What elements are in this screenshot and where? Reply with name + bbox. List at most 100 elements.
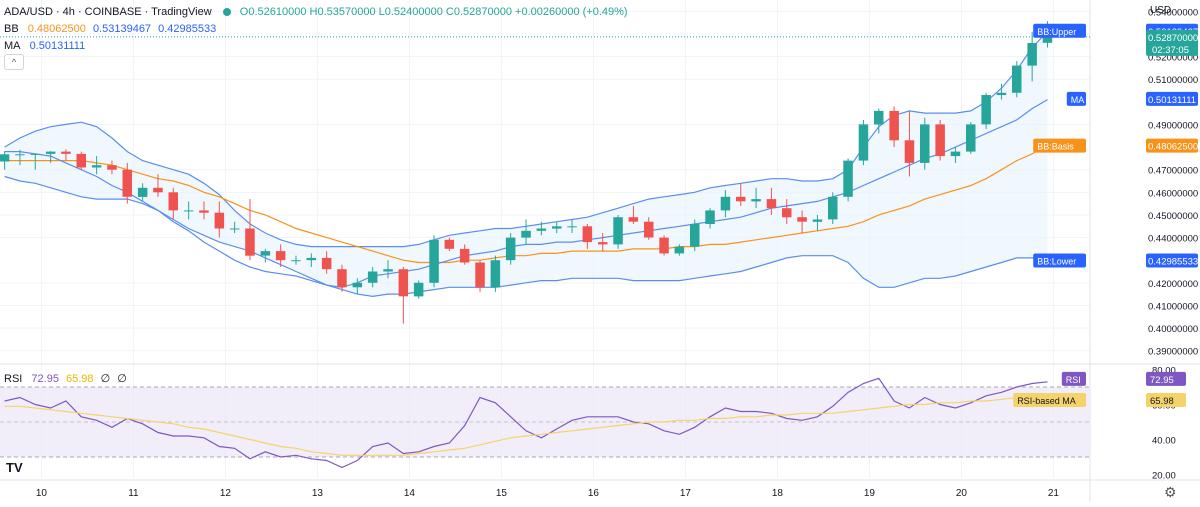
candle-body — [628, 217, 639, 222]
candle — [797, 210, 807, 234]
candle — [367, 266, 378, 288]
candle-body — [521, 230, 531, 238]
rsi-tag-value: 65.98 — [1150, 396, 1174, 407]
candle-body — [137, 187, 148, 197]
time-tick-label: 12 — [220, 488, 232, 499]
candle — [260, 248, 271, 263]
candle-body — [720, 196, 731, 211]
tag-value: 0.48062500 — [1148, 142, 1198, 153]
candle-body — [1012, 65, 1022, 93]
candle-body — [30, 153, 40, 155]
candle — [720, 190, 731, 218]
time-tick-label: 11 — [128, 488, 139, 499]
candle-body — [736, 196, 746, 202]
candle-body — [245, 228, 255, 256]
candle-body — [690, 224, 700, 247]
candle-body — [306, 257, 317, 261]
candle-body — [76, 153, 86, 168]
rsi-band-fill — [0, 387, 1090, 457]
rsi-tick-label: 20.00 — [1152, 471, 1176, 482]
candle — [1027, 31, 1037, 82]
candle — [981, 92, 991, 129]
candle-body — [843, 160, 853, 197]
candle-body — [275, 251, 286, 261]
candle-body — [674, 246, 685, 254]
candle — [107, 160, 117, 175]
candle — [659, 235, 669, 256]
candle-body — [858, 124, 869, 161]
time-tick-label: 10 — [36, 488, 48, 499]
candle-body — [475, 262, 485, 288]
candle — [628, 205, 639, 224]
tag-value: 0.50131111 — [1148, 95, 1196, 106]
ohlc-values: O0.52610000 H0.53570000 L0.52400000 C0.5… — [239, 6, 628, 18]
bb-label: BB — [4, 23, 19, 35]
candle — [582, 223, 593, 249]
candle-body — [582, 226, 593, 243]
gear-icon[interactable]: ⚙ — [1164, 484, 1177, 500]
price-tick-label: 0.39000000 — [1148, 347, 1198, 358]
candle — [966, 122, 976, 154]
bb-legend: BB 0.48062500 0.53139467 0.42985533 — [4, 23, 216, 35]
candle — [76, 151, 86, 170]
candle — [199, 201, 209, 220]
rsi-tag-name-bg — [1061, 371, 1086, 386]
candle-body — [828, 196, 838, 220]
rsi-tag-name-bg — [1013, 393, 1086, 408]
candle-body — [91, 165, 102, 168]
candle — [61, 149, 71, 161]
candle — [137, 183, 148, 202]
live-dot-icon — [222, 8, 231, 17]
tag-value-bg — [1146, 253, 1198, 268]
candle — [598, 233, 608, 252]
candle — [644, 217, 654, 240]
bb-basis-value: 0.48062500 — [27, 23, 86, 35]
time-tick-label: 19 — [864, 488, 876, 499]
rsi-tick-label: 80.00 — [1152, 366, 1176, 377]
collapse-legend-button[interactable]: ^ — [4, 54, 24, 70]
candle — [920, 117, 930, 170]
rsi-tick-label: 40.00 — [1152, 436, 1176, 447]
candle — [812, 214, 823, 231]
candle-body — [45, 151, 56, 154]
rsi-label: RSI — [4, 373, 23, 385]
candle — [229, 221, 240, 234]
candle — [337, 264, 347, 292]
candle — [429, 235, 439, 288]
candle-body — [413, 282, 424, 297]
candle — [30, 153, 40, 170]
candle — [950, 147, 961, 163]
candle-body — [935, 124, 945, 157]
candle — [874, 108, 884, 134]
time-tick-label: 18 — [772, 488, 784, 499]
candle-body — [61, 151, 71, 154]
rsi-extra-1: ∅ — [100, 373, 111, 385]
candle-body — [505, 237, 516, 261]
rsi-extra-2: ∅ — [117, 373, 127, 385]
candle-body — [766, 199, 777, 209]
indicator-tag: BB:Lower 0.42985533 — [1033, 253, 1198, 268]
time-tick-label: 21 — [1048, 488, 1060, 499]
price-tick-label: 0.45000000 — [1148, 211, 1198, 222]
price-tick-label: 0.40000000 — [1148, 324, 1198, 335]
tag-value-bg — [1146, 91, 1198, 106]
time-tick-label: 20 — [956, 488, 968, 499]
rsi-line — [4, 377, 1048, 469]
candle-body — [705, 210, 715, 224]
candle — [383, 260, 393, 279]
currency-label[interactable]: USD — [1150, 5, 1172, 16]
candle-body — [751, 199, 761, 202]
candle-body — [874, 110, 884, 125]
tag-name: MA — [1071, 95, 1085, 105]
candle-body — [644, 221, 654, 238]
candle — [45, 151, 56, 163]
candle-body — [812, 219, 823, 222]
candle-body — [429, 239, 439, 283]
candle — [352, 278, 363, 295]
candle — [122, 162, 132, 204]
candle-body — [490, 260, 501, 288]
price-tick-label: 0.54000000 — [1148, 7, 1198, 18]
candle — [475, 260, 485, 292]
